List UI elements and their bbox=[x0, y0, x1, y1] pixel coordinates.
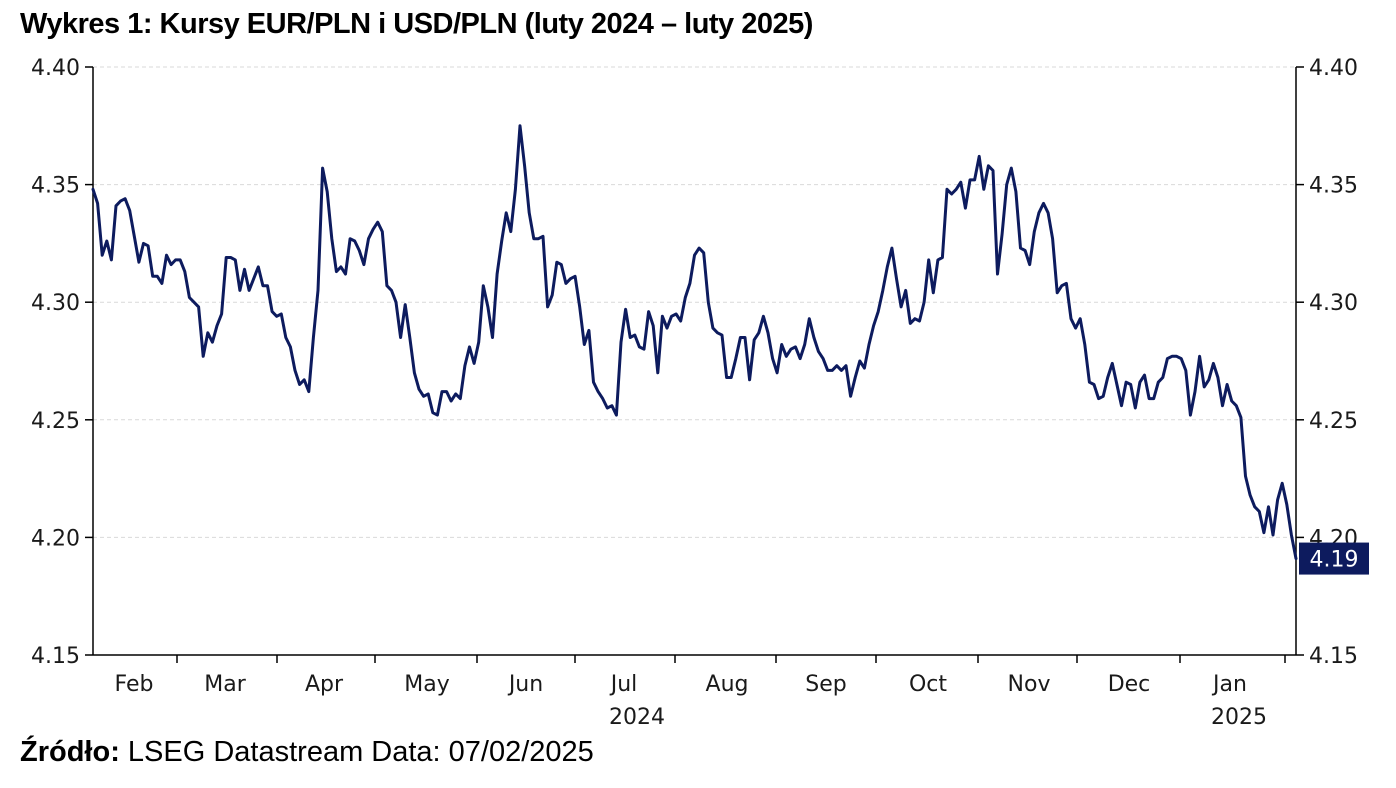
x-tick-label-feb: Feb bbox=[115, 672, 154, 697]
x-year-label-2024: 2024 bbox=[609, 705, 665, 730]
y-tick-label-right: 4.25 bbox=[1309, 409, 1358, 434]
gridlines bbox=[93, 66, 1296, 538]
y-tick-label-right: 4.35 bbox=[1309, 174, 1358, 199]
source-text: LSEG Datastream Data: 07/02/2025 bbox=[127, 736, 594, 768]
x-tick-label-aug: Aug bbox=[706, 672, 749, 697]
x-tick-label-dec: Dec bbox=[1108, 672, 1151, 697]
last-value-badge-bg bbox=[1299, 542, 1369, 575]
x-tick-label-jul: Jul bbox=[609, 672, 638, 697]
x-tick-label-nov: Nov bbox=[1008, 672, 1051, 697]
x-tick-label-mar: Mar bbox=[204, 672, 246, 697]
x-axis: Feb Mar Apr May Jun Jul Aug Sep Oct Nov Dec Jan 2024… bbox=[115, 655, 1286, 730]
x-tick-label-jun: Jun bbox=[507, 672, 543, 697]
source-note: Źródło: LSEG Datastream Data: 07/02/2025 bbox=[20, 736, 594, 769]
x-tick-label-apr: Apr bbox=[305, 672, 344, 697]
x-tick-label-sep: Sep bbox=[805, 672, 846, 697]
series-line-eur-pln bbox=[91, 124, 1298, 561]
source-label: Źródło: bbox=[20, 736, 120, 768]
y-tick-label-right: 4.30 bbox=[1309, 291, 1358, 316]
y-tick-label-left: 4.30 bbox=[31, 291, 80, 316]
last-value-label: 4.19 bbox=[1310, 548, 1359, 573]
chart-title: Wykres 1: Kursy EUR/PLN i USD/PLN (luty … bbox=[20, 8, 813, 40]
y-tick-label-left: 4.35 bbox=[31, 174, 80, 199]
x-tick-label-may: May bbox=[404, 672, 449, 697]
y-tick-label-right: 4.40 bbox=[1309, 56, 1358, 81]
x-tick-label-oct: Oct bbox=[909, 672, 947, 697]
x-year-label-2025: 2025 bbox=[1211, 705, 1267, 730]
y-tick-label-left: 4.25 bbox=[31, 409, 80, 434]
y-axis-left: 4.15 4.20 4.25 4.30 4.35 4.40 bbox=[31, 56, 93, 669]
y-tick-label-right: 4.15 bbox=[1309, 644, 1358, 669]
y-axis-right: 4.154.204.254.304.354.40 bbox=[1296, 56, 1358, 669]
x-tick-label-jan: Jan bbox=[1211, 672, 1247, 697]
y-tick-label-left: 4.40 bbox=[31, 56, 80, 81]
axes bbox=[92, 67, 1297, 656]
y-tick-label-left: 4.20 bbox=[31, 526, 80, 551]
y-tick-label-left: 4.15 bbox=[31, 644, 80, 669]
last-value-badge: 4.19 bbox=[1299, 542, 1369, 575]
